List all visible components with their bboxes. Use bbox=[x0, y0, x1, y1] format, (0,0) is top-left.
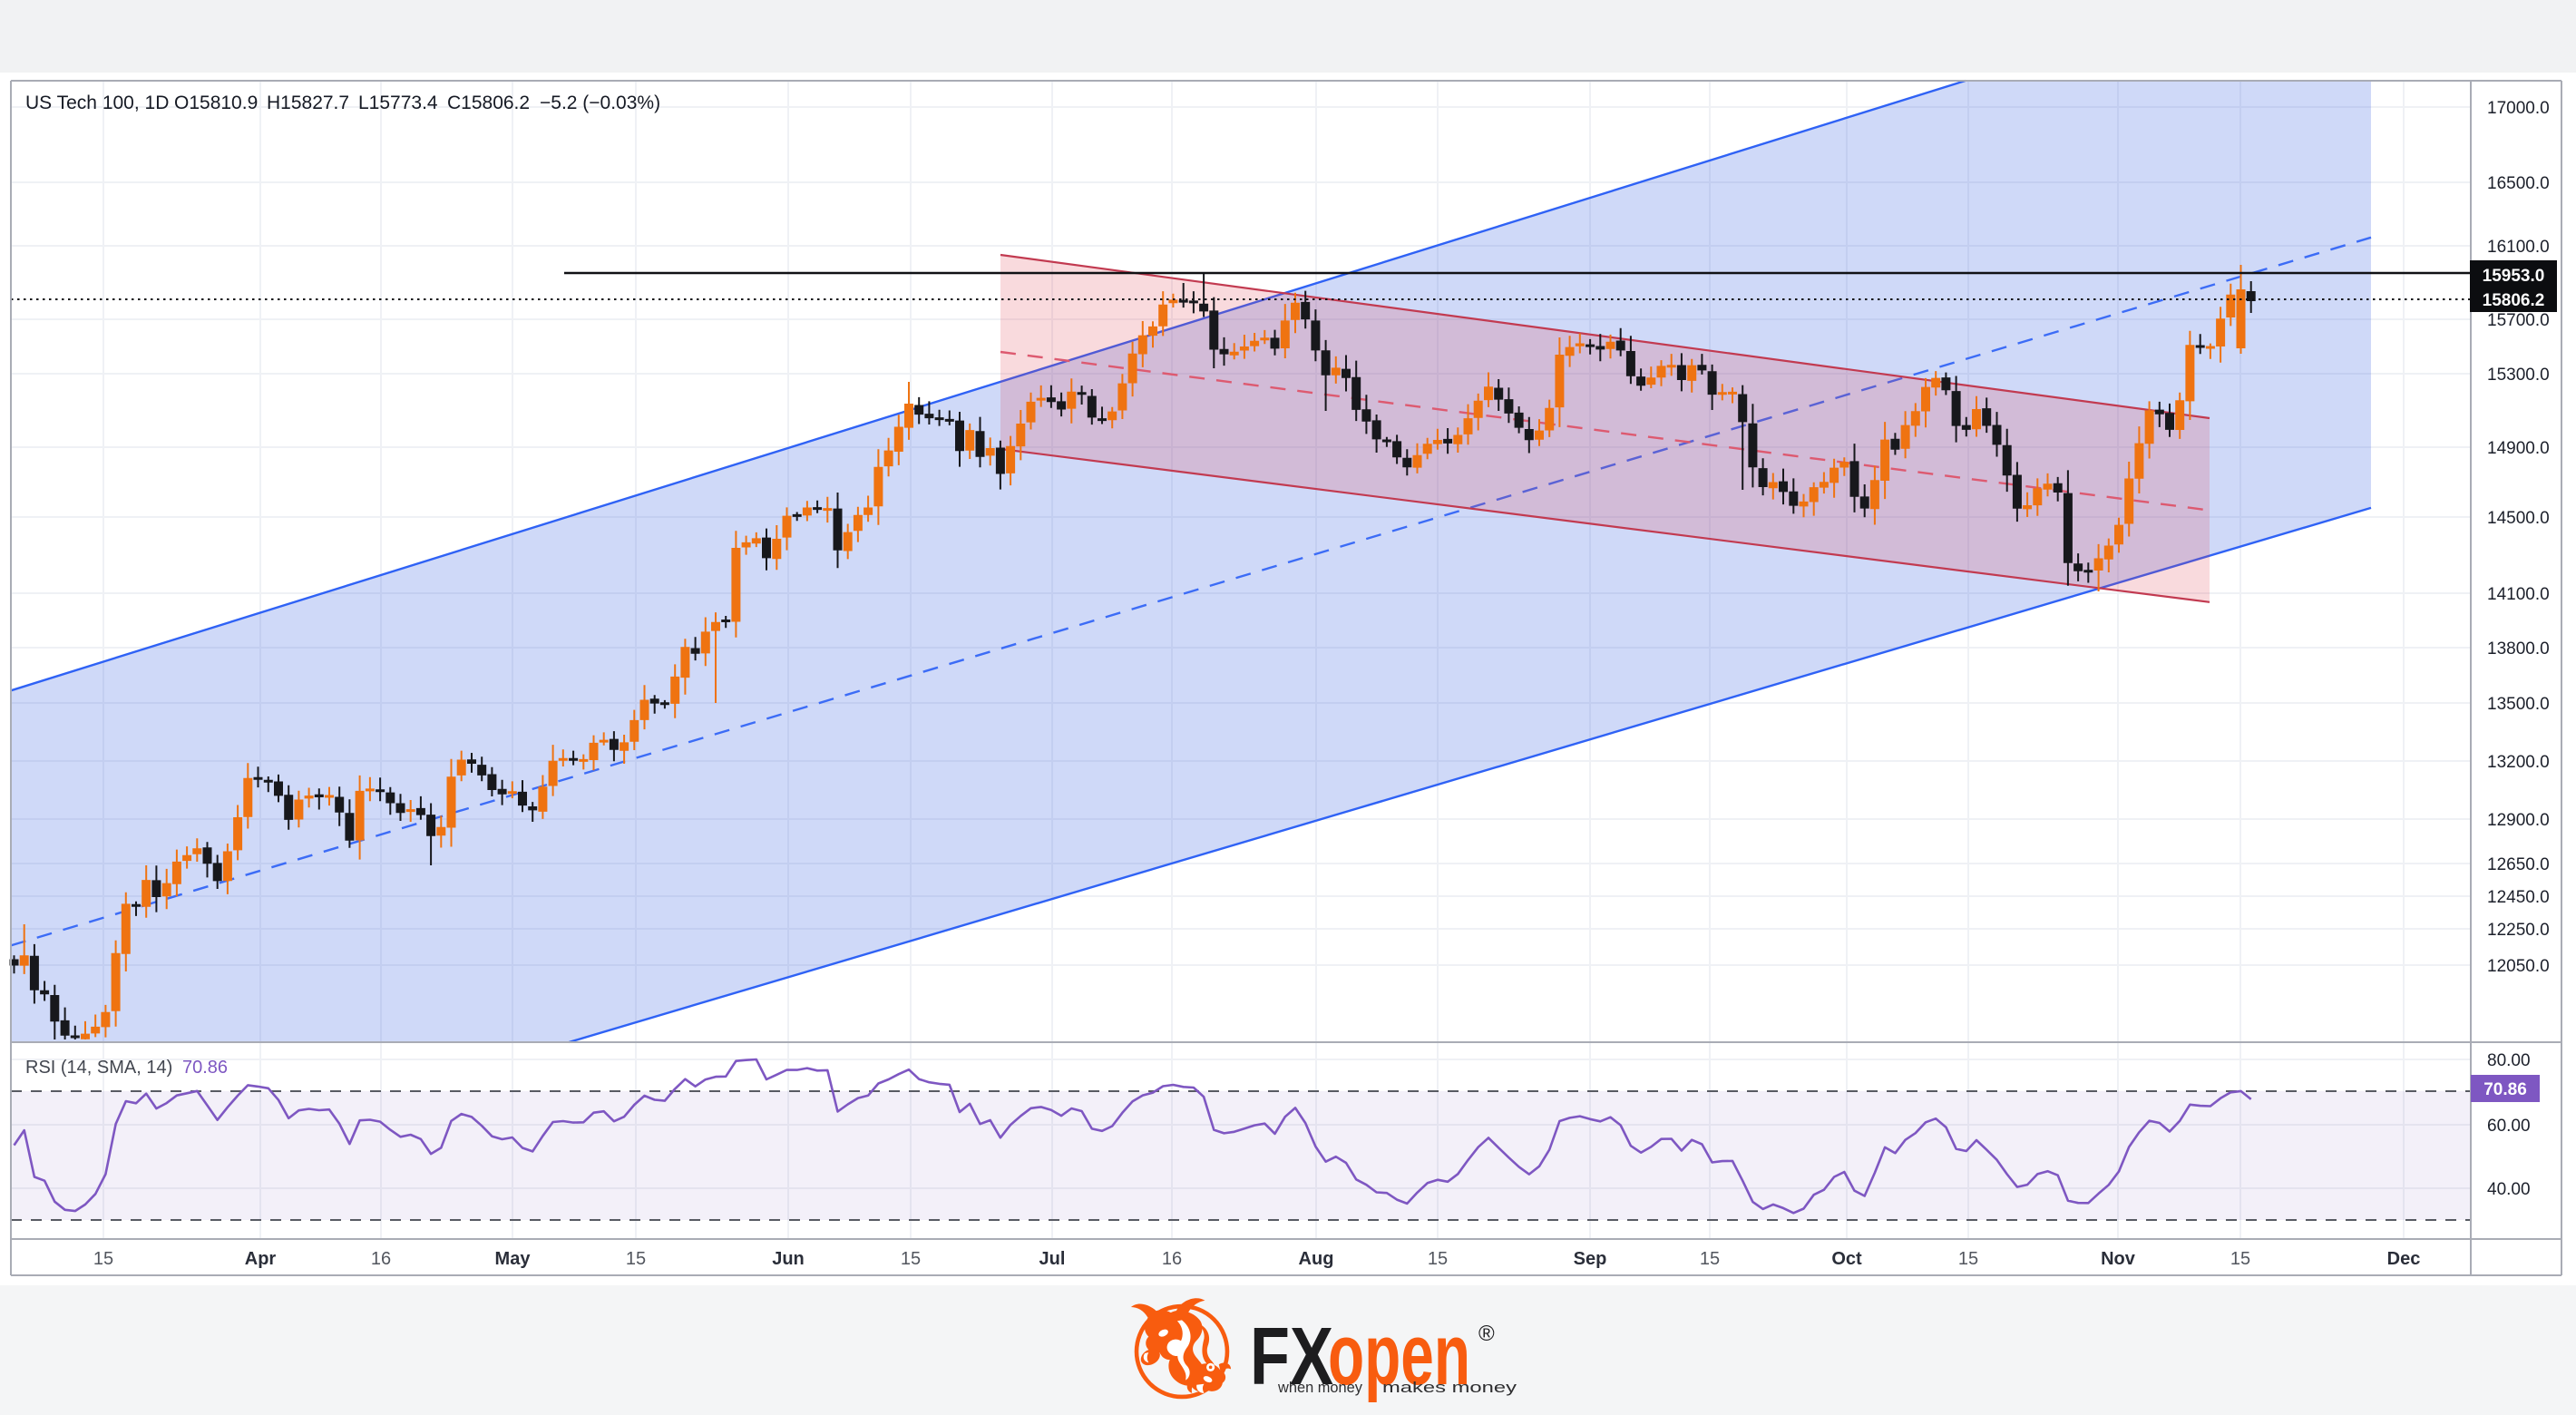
svg-text:80.00: 80.00 bbox=[2487, 1051, 2531, 1070]
svg-text:US Tech 100, 1D: US Tech 100, 1D bbox=[25, 93, 169, 113]
svg-text:15: 15 bbox=[2230, 1249, 2250, 1269]
svg-text:15700.0: 15700.0 bbox=[2487, 311, 2550, 330]
svg-text:®: ® bbox=[1478, 1322, 1495, 1346]
svg-text:Jul: Jul bbox=[1039, 1249, 1066, 1269]
svg-text:12050.0: 12050.0 bbox=[2487, 957, 2550, 976]
svg-text:12250.0: 12250.0 bbox=[2487, 921, 2550, 940]
svg-text:H15827.7: H15827.7 bbox=[267, 93, 349, 113]
svg-text:May: May bbox=[495, 1249, 532, 1269]
svg-text:15: 15 bbox=[93, 1249, 113, 1269]
svg-text:15: 15 bbox=[1958, 1249, 1978, 1269]
svg-text:15: 15 bbox=[1700, 1249, 1720, 1269]
svg-text:15: 15 bbox=[1428, 1249, 1448, 1269]
svg-text:12650.0: 12650.0 bbox=[2487, 855, 2550, 874]
svg-text:Jun: Jun bbox=[772, 1249, 805, 1269]
svg-text:15806.2: 15806.2 bbox=[2483, 291, 2545, 310]
svg-text:FX: FX bbox=[1250, 1312, 1333, 1402]
svg-text:12450.0: 12450.0 bbox=[2487, 888, 2550, 907]
svg-text:16: 16 bbox=[1162, 1249, 1182, 1269]
svg-text:14900.0: 14900.0 bbox=[2487, 439, 2550, 458]
svg-text:13800.0: 13800.0 bbox=[2487, 639, 2550, 659]
svg-text:makes money: makes money bbox=[1382, 1379, 1517, 1396]
svg-text:L15773.4: L15773.4 bbox=[358, 93, 438, 113]
svg-text:Sep: Sep bbox=[1574, 1249, 1607, 1269]
svg-text:when money: when money bbox=[1277, 1379, 1362, 1396]
svg-text:70.86: 70.86 bbox=[2483, 1080, 2527, 1099]
svg-text:Dec: Dec bbox=[2387, 1249, 2421, 1269]
svg-text:O15810.9: O15810.9 bbox=[174, 93, 258, 113]
svg-text:16100.0: 16100.0 bbox=[2487, 238, 2550, 257]
svg-text:14100.0: 14100.0 bbox=[2487, 585, 2550, 604]
svg-text:13500.0: 13500.0 bbox=[2487, 695, 2550, 714]
svg-text:−5.2 (−0.03%): −5.2 (−0.03%) bbox=[540, 93, 660, 113]
svg-text:RSI (14, SMA, 14): RSI (14, SMA, 14) bbox=[25, 1058, 172, 1078]
svg-text:Oct: Oct bbox=[1831, 1249, 1862, 1269]
svg-text:C15806.2: C15806.2 bbox=[447, 93, 530, 113]
svg-text:15953.0: 15953.0 bbox=[2483, 267, 2545, 286]
svg-text:13200.0: 13200.0 bbox=[2487, 753, 2550, 772]
svg-text:Nov: Nov bbox=[2101, 1249, 2136, 1269]
svg-text:Apr: Apr bbox=[245, 1249, 277, 1269]
svg-text:12900.0: 12900.0 bbox=[2487, 811, 2550, 830]
svg-text:15: 15 bbox=[901, 1249, 921, 1269]
svg-text:16500.0: 16500.0 bbox=[2487, 174, 2550, 193]
svg-text:15300.0: 15300.0 bbox=[2487, 366, 2550, 385]
svg-text:16: 16 bbox=[371, 1249, 391, 1269]
svg-text:15: 15 bbox=[626, 1249, 646, 1269]
svg-text:40.00: 40.00 bbox=[2487, 1180, 2531, 1199]
svg-text:Aug: Aug bbox=[1299, 1249, 1334, 1269]
svg-text:17000.0: 17000.0 bbox=[2487, 99, 2550, 118]
svg-text:60.00: 60.00 bbox=[2487, 1117, 2531, 1136]
svg-text:open: open bbox=[1328, 1306, 1470, 1403]
svg-text:14500.0: 14500.0 bbox=[2487, 509, 2550, 528]
svg-text:70.86: 70.86 bbox=[182, 1058, 228, 1078]
